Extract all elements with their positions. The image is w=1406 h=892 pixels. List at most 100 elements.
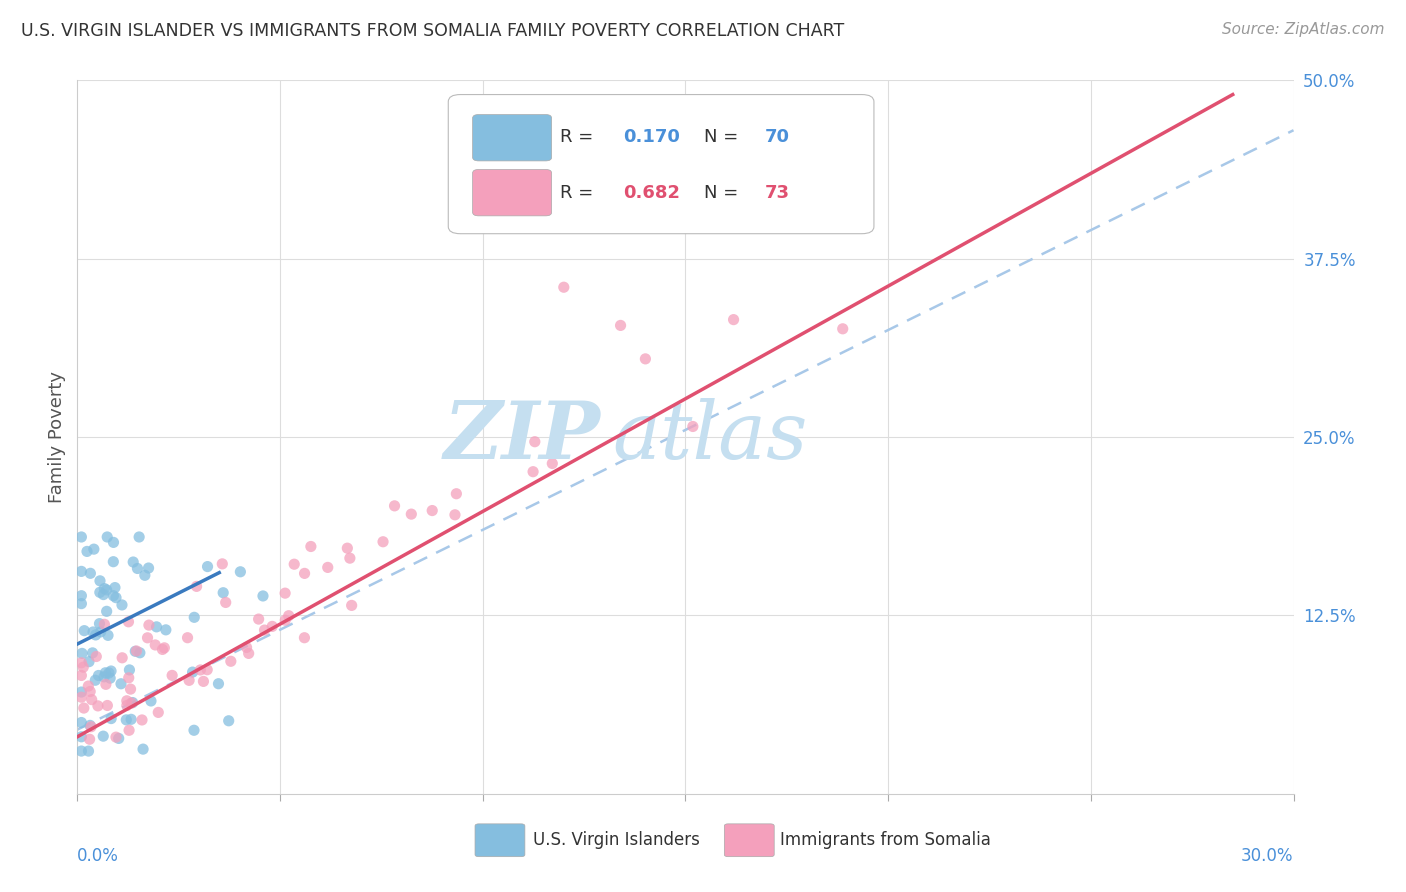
Point (634, 351, 657, 366)
Point (103, 535, 125, 549)
Point (125, 644, 148, 658)
Point (522, 465, 544, 479)
FancyBboxPatch shape (449, 95, 875, 234)
Point (96, 604, 118, 618)
Point (89, 585, 111, 599)
Point (122, 555, 145, 569)
Point (70, 668, 93, 682)
Point (84, 628, 107, 642)
Point (93, 588, 115, 602)
Point (110, 677, 132, 691)
Text: R =: R = (560, 128, 599, 146)
Point (444, 508, 467, 522)
Point (70, 744, 93, 758)
Point (190, 663, 212, 677)
Point (128, 530, 150, 544)
Point (89, 574, 111, 588)
Point (155, 623, 177, 637)
Point (299, 540, 322, 554)
Text: 0.0%: 0.0% (77, 847, 120, 865)
Point (294, 566, 316, 581)
Point (401, 507, 423, 521)
Point (96, 530, 118, 544)
Point (211, 557, 233, 571)
Point (118, 663, 141, 677)
Point (127, 561, 149, 575)
Text: 70: 70 (765, 128, 790, 146)
Text: Immigrants from Somalia: Immigrants from Somalia (780, 831, 991, 849)
Point (339, 551, 361, 566)
Point (181, 665, 204, 679)
Point (73, 701, 96, 715)
Point (235, 640, 257, 655)
Point (83, 542, 105, 557)
Point (831, 322, 853, 336)
Point (336, 541, 359, 556)
Point (207, 677, 229, 691)
Point (371, 534, 394, 549)
Point (148, 706, 170, 720)
Text: N =: N = (703, 184, 744, 202)
Point (128, 646, 150, 660)
Point (340, 599, 363, 613)
Point (77, 655, 100, 669)
Point (277, 608, 299, 623)
Point (124, 644, 146, 658)
Text: U.S. Virgin Islanders: U.S. Virgin Islanders (533, 831, 700, 849)
Point (131, 713, 153, 727)
Point (247, 612, 270, 626)
Point (143, 638, 166, 652)
Point (218, 714, 240, 728)
Point (104, 730, 127, 744)
Point (195, 663, 218, 677)
Point (70, 690, 93, 705)
Point (103, 589, 125, 603)
Point (215, 595, 238, 609)
Point (253, 623, 276, 637)
Point (420, 503, 443, 517)
FancyBboxPatch shape (724, 824, 775, 856)
Point (160, 668, 183, 682)
Point (79, 566, 101, 581)
Point (79, 718, 101, 732)
Point (183, 610, 205, 624)
Point (94, 665, 117, 680)
Point (252, 589, 274, 603)
Point (111, 650, 134, 665)
Point (82, 646, 104, 660)
Point (523, 434, 546, 449)
Point (77, 679, 100, 693)
Point (238, 647, 260, 661)
Text: 0.170: 0.170 (623, 128, 681, 146)
FancyBboxPatch shape (472, 169, 551, 216)
Point (72, 660, 94, 674)
Point (176, 631, 198, 645)
Point (177, 673, 200, 688)
Point (121, 696, 143, 710)
Point (98, 671, 121, 685)
Point (103, 555, 125, 569)
Point (446, 487, 468, 501)
Point (105, 591, 128, 605)
Point (70, 685, 93, 699)
Point (100, 712, 122, 726)
Point (97, 665, 120, 680)
Point (186, 579, 208, 593)
Point (134, 568, 156, 582)
Point (97, 628, 120, 642)
Point (79, 732, 101, 747)
Point (77, 744, 100, 758)
Point (384, 499, 406, 513)
Point (96, 698, 118, 713)
Point (541, 457, 564, 471)
Point (212, 585, 235, 599)
Point (90, 624, 112, 639)
Text: ZIP: ZIP (443, 399, 600, 475)
Point (132, 742, 155, 756)
Text: atlas: atlas (613, 399, 808, 475)
Point (91, 729, 114, 743)
Point (139, 694, 162, 708)
Point (93, 617, 115, 632)
Point (316, 560, 339, 574)
Point (138, 561, 160, 575)
